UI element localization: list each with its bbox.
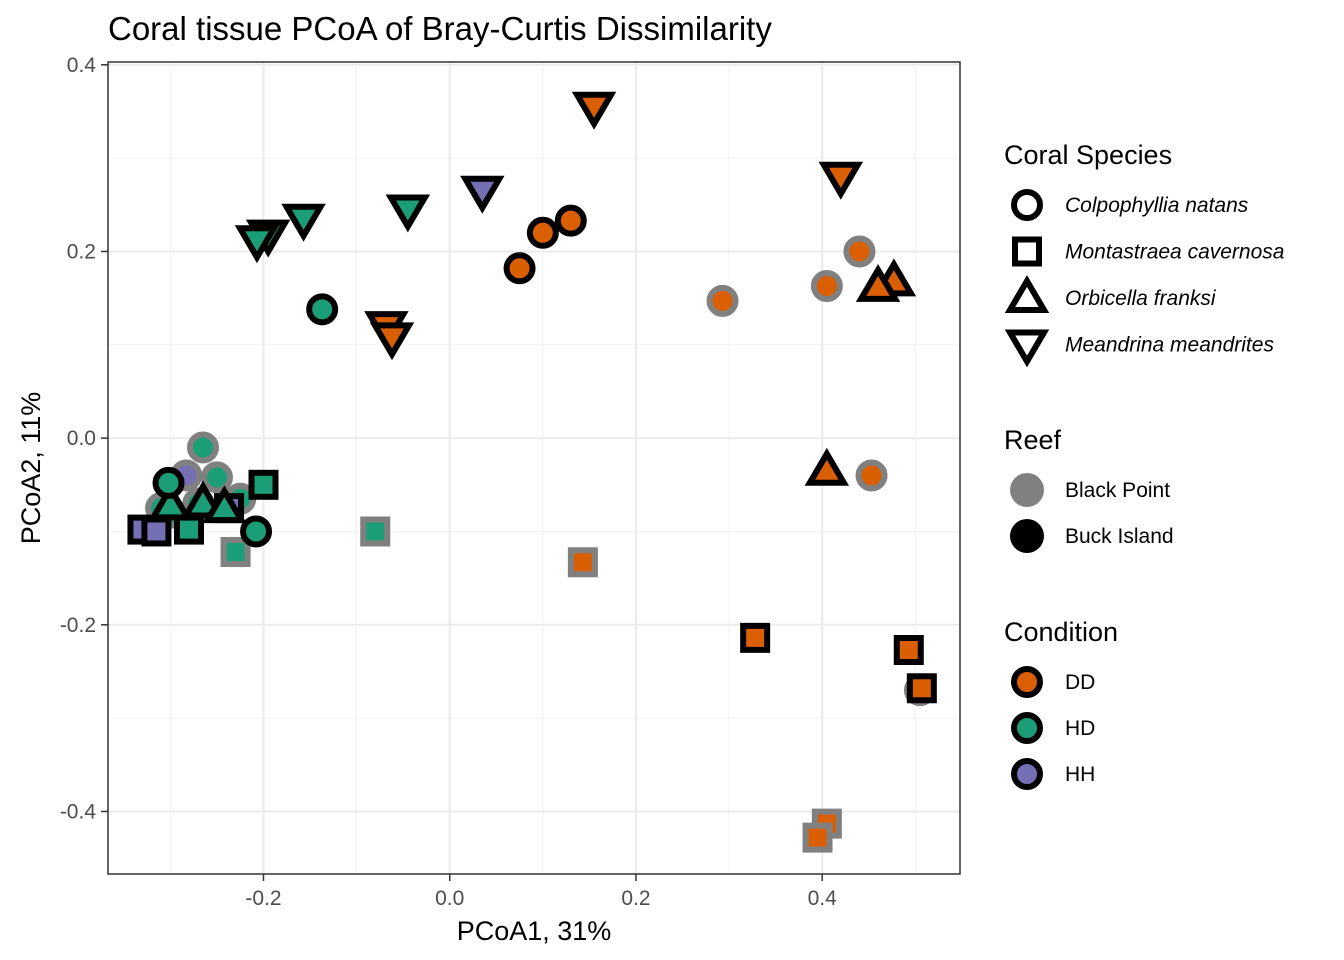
data-point-square [248, 469, 279, 500]
x-tick-label: 0.2 [621, 887, 650, 910]
x-tick-label: -0.2 [245, 887, 281, 910]
legend-key-condition [1011, 666, 1043, 698]
data-point-square [174, 514, 205, 545]
data-point-triangle-up [804, 447, 850, 486]
legend-key-triangle-up [1004, 275, 1050, 313]
data-point-square [740, 622, 771, 653]
data-point-triangle-down [818, 161, 864, 200]
data-point-circle [855, 459, 888, 492]
legend-key-triangle-down [1004, 329, 1050, 368]
legend-title-reef: Reef [1004, 425, 1062, 455]
legend-label-species: Meandrina meandrites [1065, 334, 1274, 357]
legend-key-condition [1011, 758, 1043, 790]
data-point-square [141, 516, 172, 547]
data-point-triangle-down [281, 203, 326, 242]
legend-key-circle [1011, 189, 1043, 221]
data-point-circle [306, 293, 339, 326]
legend-label-species: Montastraea cavernosa [1065, 241, 1284, 264]
data-point-square [567, 547, 598, 578]
data-point-square [906, 673, 937, 704]
data-point-triangle-down [571, 91, 617, 130]
data-point-square [802, 822, 833, 853]
chart-title: Coral tissue PCoA of Bray-Curtis Dissimi… [108, 10, 772, 47]
legend-label-reef: Buck Island [1065, 525, 1174, 548]
data-point-triangle-down [385, 194, 431, 233]
data-point-triangle-up [855, 264, 901, 302]
y-tick-label: 0.0 [67, 427, 96, 450]
y-axis-title: PCoA2, 11% [16, 392, 46, 545]
data-point-triangle-down [369, 322, 415, 361]
x-axis-title: PCoA1, 31% [457, 916, 612, 946]
data-point-triangle-down [234, 225, 280, 264]
legend-label-species: Colpophyllia natans [1065, 194, 1249, 217]
data-point-circle [503, 252, 536, 285]
data-point-circle [554, 204, 587, 237]
legend-label-condition: HD [1065, 717, 1095, 740]
y-tick-label: 0.2 [67, 240, 96, 263]
data-points [127, 91, 937, 853]
x-tick-label: 0.4 [808, 887, 838, 910]
data-point-square [220, 537, 251, 567]
data-point-circle [810, 270, 843, 302]
legend-label-condition: DD [1065, 671, 1095, 694]
data-point-square [893, 635, 924, 665]
legend-label-reef: Black Point [1065, 479, 1170, 502]
x-tick-label: 0.0 [435, 887, 464, 910]
legend-label-species: Orbicella franksi [1065, 287, 1217, 310]
data-point-circle [843, 235, 876, 268]
legend-key-square [1012, 236, 1042, 267]
data-point-circle [186, 431, 219, 464]
legend-key-reef [1010, 519, 1044, 553]
legend-key-condition [1011, 712, 1043, 744]
y-tick-label: 0.4 [67, 54, 97, 77]
legend-key-reef [1010, 473, 1044, 507]
legend-title-species: Coral Species [1004, 140, 1172, 170]
data-point-triangle-up [202, 485, 247, 524]
axis-ticks: -0.2 0.0 0.2 0.4 -0.4 -0.2 0.0 0.2 0.4 [60, 54, 837, 910]
y-tick-label: -0.4 [60, 800, 97, 823]
y-tick-label: -0.2 [60, 614, 96, 637]
legend-title-condition: Condition [1004, 617, 1118, 647]
data-point-circle [706, 284, 739, 317]
legend-label-condition: HH [1065, 763, 1095, 786]
data-point-square [360, 516, 391, 547]
data-point-circle [526, 216, 559, 249]
plot-panel-border [107, 61, 961, 875]
legend: Coral Species Colpophyllia natans Montastr… [1004, 140, 1284, 790]
data-point-triangle-up [148, 482, 193, 521]
data-point-circle [240, 515, 273, 548]
data-point-circle [200, 461, 233, 494]
data-point-circle [152, 466, 185, 499]
data-point-triangle-down [460, 175, 505, 214]
